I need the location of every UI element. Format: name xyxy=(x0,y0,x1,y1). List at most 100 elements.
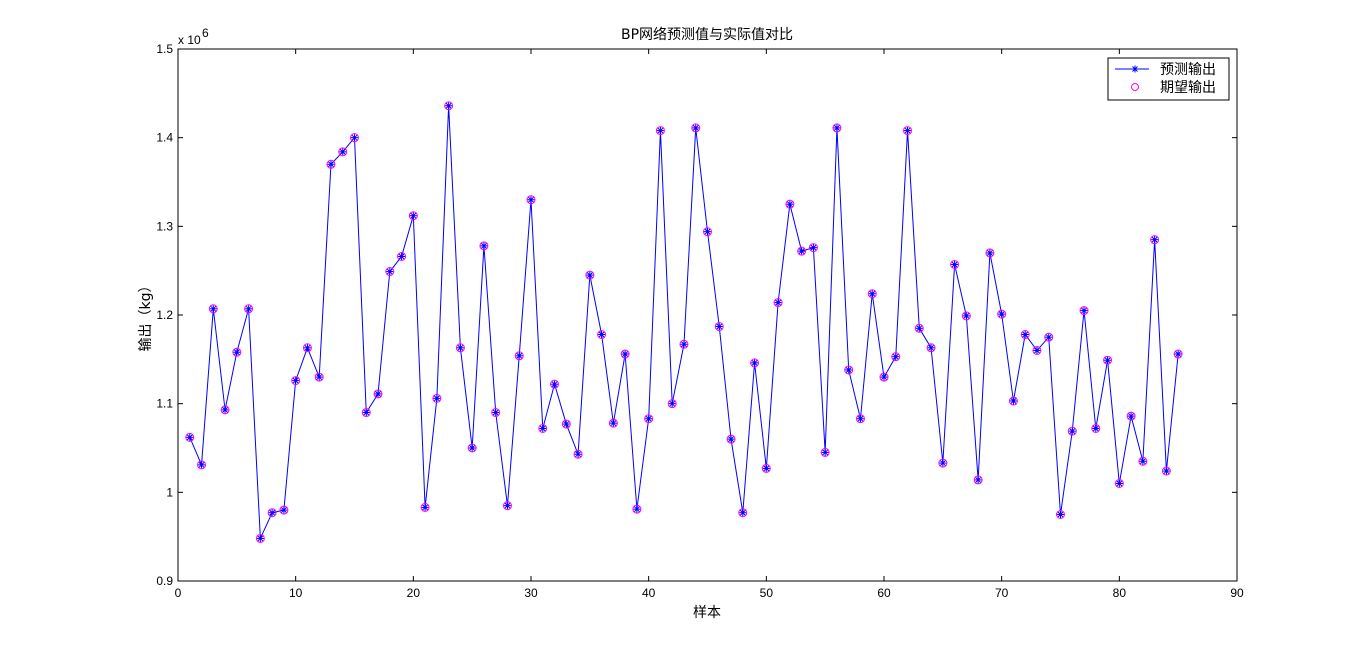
data-point-expected xyxy=(1056,510,1065,519)
data-point-expected xyxy=(385,267,395,277)
data-point-predicted xyxy=(598,331,606,339)
data-point-predicted xyxy=(974,476,982,484)
data-point-expected xyxy=(291,376,301,386)
data-point-expected xyxy=(832,123,842,133)
data-point-predicted xyxy=(574,450,582,458)
data-point-expected xyxy=(432,393,442,403)
data-point-predicted xyxy=(515,352,523,360)
data-point-expected xyxy=(855,414,865,424)
data-point-predicted xyxy=(927,344,935,352)
x-tick-label: 60 xyxy=(877,586,891,600)
data-point-expected xyxy=(714,322,724,332)
data-point-expected xyxy=(667,399,677,409)
data-point-expected xyxy=(585,270,595,280)
data-point-expected xyxy=(879,372,889,382)
data-point-expected xyxy=(903,126,913,136)
data-point-expected xyxy=(632,504,642,514)
data-point-predicted xyxy=(1104,356,1112,364)
data-point-expected xyxy=(726,434,736,444)
data-point-predicted xyxy=(186,433,194,441)
data-point-predicted xyxy=(1174,350,1182,358)
x-tick-label: 40 xyxy=(642,586,656,600)
data-point-expected xyxy=(1114,478,1124,488)
data-point-expected xyxy=(926,343,936,353)
data-point-expected xyxy=(773,298,783,308)
data-point-predicted xyxy=(1151,236,1159,244)
data-point-expected xyxy=(844,365,854,375)
y-tick-label: 1.2 xyxy=(156,308,173,322)
data-point-predicted xyxy=(904,127,912,135)
data-point-expected xyxy=(1126,411,1136,421)
data-point-predicted xyxy=(362,409,370,417)
data-point-expected xyxy=(1020,330,1030,340)
data-point-expected xyxy=(526,195,536,205)
data-point-expected xyxy=(1008,396,1018,406)
data-point-predicted xyxy=(445,102,453,110)
data-point-expected xyxy=(326,159,336,169)
data-point-expected xyxy=(220,405,230,415)
y-tick-label: 1.3 xyxy=(156,219,173,233)
data-point-predicted xyxy=(562,420,570,428)
data-point-predicted xyxy=(915,324,923,332)
data-point-expected xyxy=(938,458,948,468)
data-point-expected xyxy=(1161,466,1171,476)
data-point-expected xyxy=(514,351,524,361)
x-tick-label: 20 xyxy=(407,586,421,600)
data-point-expected xyxy=(408,211,418,221)
data-point-predicted xyxy=(303,344,311,352)
data-point-predicted xyxy=(339,148,347,156)
data-point-expected xyxy=(255,533,265,543)
data-point-predicted xyxy=(1162,467,1170,475)
legend-box xyxy=(1107,57,1230,101)
data-point-predicted xyxy=(492,409,500,417)
data-point-predicted xyxy=(645,415,653,423)
data-point-predicted xyxy=(939,459,947,467)
data-point-predicted xyxy=(527,196,535,204)
data-point-expected xyxy=(1044,332,1054,342)
data-point-expected xyxy=(373,389,383,399)
data-point-predicted xyxy=(586,271,594,279)
data-point-expected xyxy=(1173,349,1183,359)
data-point-expected xyxy=(502,501,512,511)
data-point-expected xyxy=(703,227,712,237)
data-point-expected xyxy=(808,243,818,253)
data-point-expected xyxy=(1091,423,1101,433)
data-point-expected xyxy=(679,339,689,349)
data-point-predicted xyxy=(503,502,511,510)
x-tick-label: 50 xyxy=(760,586,774,600)
data-point-expected xyxy=(573,449,583,459)
data-point-predicted xyxy=(409,212,417,220)
data-point-expected xyxy=(644,414,654,424)
data-point-expected xyxy=(738,508,748,518)
data-point-predicted xyxy=(656,127,664,135)
data-point-expected xyxy=(608,418,618,428)
data-point-predicted xyxy=(327,160,335,168)
data-point-expected xyxy=(232,347,242,357)
data-point-predicted xyxy=(268,509,276,517)
data-point-predicted xyxy=(551,380,559,388)
legend-marker-expected xyxy=(1131,83,1139,91)
data-point-expected xyxy=(597,330,607,340)
y-multiplier-base: x 10 xyxy=(178,33,201,47)
data-point-expected xyxy=(467,443,477,453)
data-point-expected xyxy=(1103,355,1113,365)
data-point-expected xyxy=(302,343,312,353)
data-point-expected xyxy=(185,432,195,442)
data-point-predicted xyxy=(633,505,641,513)
data-point-predicted xyxy=(809,244,817,252)
data-point-expected xyxy=(1138,456,1148,466)
data-point-expected xyxy=(961,311,971,321)
axes-box xyxy=(177,48,1238,582)
data-point-predicted xyxy=(386,268,394,276)
y-tick-label: 1.4 xyxy=(156,131,173,145)
data-point-predicted xyxy=(468,444,476,452)
data-point-predicted xyxy=(280,506,288,514)
x-tick-label: 30 xyxy=(524,586,538,600)
x-tick-label: 0 xyxy=(175,586,182,600)
data-point-predicted xyxy=(1057,511,1064,518)
data-point-predicted xyxy=(1139,457,1147,465)
y-tick-label: 1.1 xyxy=(156,397,173,411)
x-tick-label: 70 xyxy=(995,586,1009,600)
data-point-predicted xyxy=(433,394,441,402)
